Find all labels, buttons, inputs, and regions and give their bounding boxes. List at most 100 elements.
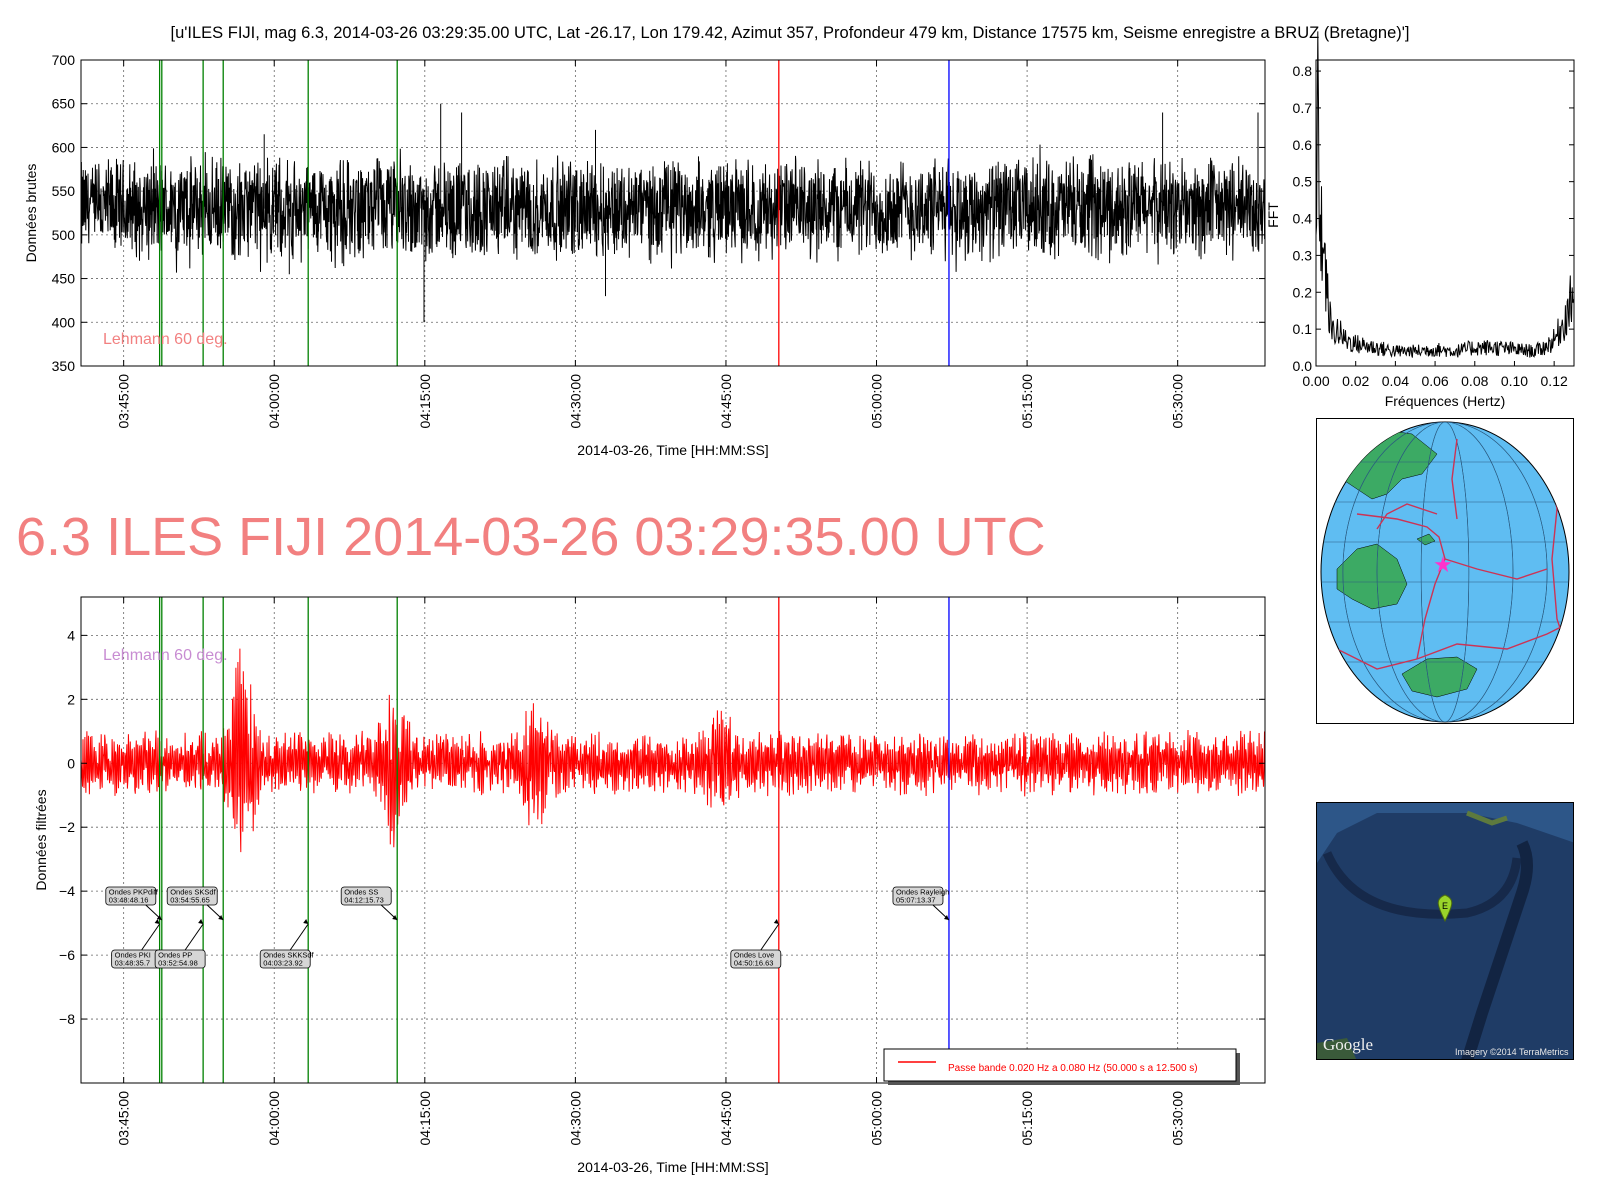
y-axis-label: Données brutes (23, 164, 39, 263)
phase-label-time: 03:48:35.7 (115, 959, 150, 968)
phase-label-time: 04:03:23.92 (263, 959, 303, 968)
y-tick-label: 0.5 (1293, 174, 1313, 190)
meridian (1342, 422, 1548, 722)
y-tick-label: 0.6 (1293, 137, 1313, 153)
phase-label-box (730, 949, 782, 969)
y-tick-label: 2 (67, 691, 75, 707)
x-tick-label: 0.12 (1541, 373, 1568, 389)
x-tick-label: 0.10 (1501, 373, 1528, 389)
y-tick-label: 600 (52, 139, 76, 155)
arrow-head-icon (198, 919, 204, 924)
phase-label-name: Ondes PP (158, 951, 192, 960)
x-tick-label: 04:00:00 (266, 374, 282, 429)
x-tick-label: 0.00 (1302, 373, 1329, 389)
y-tick-label: 650 (52, 96, 76, 112)
phase-label-name: Ondes PKPdiff (109, 888, 159, 897)
y-tick-label: 0.1 (1293, 321, 1313, 337)
x-tick-label: 04:45:00 (718, 1091, 734, 1146)
epicenter-star-icon: ★ (1433, 552, 1453, 577)
x-tick-label: 05:00:00 (869, 374, 885, 429)
y-tick-label: 0.3 (1293, 247, 1313, 263)
x-tick-label: 04:15:00 (417, 374, 433, 429)
legend: Passe bande 0.020 Hz a 0.080 Hz (50.000 … (883, 1048, 1240, 1085)
legend-box (883, 1048, 1237, 1082)
phase-arrow (760, 923, 780, 951)
arrow-head-icon (773, 919, 779, 924)
lehmann-annotation: Lehmann 60 deg. (103, 331, 228, 348)
y-tick-label: 0 (67, 755, 75, 771)
grid (81, 597, 1265, 1083)
phase-label-box (154, 949, 206, 969)
x-tick-label: 0.02 (1342, 373, 1369, 389)
arrow-head-icon (156, 915, 162, 920)
phase-label-name: Ondes SS (344, 888, 378, 897)
fft-frame (1315, 59, 1575, 367)
fft-trace (1315, 31, 1575, 358)
phase-label-name: Ondes Rayleigh (896, 888, 949, 897)
raw-data-chart: Lehmann 60 deg. 350 400 450 500 550 600 650 700 0… (23, 52, 1266, 458)
y-tick-label: 500 (52, 227, 76, 243)
x-tick-label: 03:45:00 (116, 374, 132, 429)
y-axis-label: Données filtrées (33, 789, 49, 890)
y-tick-label: 0.2 (1293, 284, 1313, 300)
phase-label-box (259, 949, 311, 969)
phase-label-time: 03:54:55.65 (170, 896, 210, 905)
arrow-head-icon (154, 919, 160, 924)
x-tick-label: 0.06 (1421, 373, 1448, 389)
y-tick-label: 0.8 (1293, 63, 1313, 79)
x-tick-label: 04:30:00 (567, 1091, 583, 1146)
y-tick-label: 400 (52, 314, 76, 330)
location-marker-icon: E (1437, 894, 1453, 923)
x-tick-label: 0.04 (1382, 373, 1409, 389)
arrow-head-icon (943, 915, 949, 920)
phase-label-time: 03:52:54.98 (158, 959, 198, 968)
marker-label: E (1442, 901, 1448, 911)
x-tick-label: 05:30:00 (1170, 1091, 1186, 1146)
raw-trace (80, 103, 1266, 323)
phase-arrow (141, 923, 161, 951)
meridian (1376, 422, 1514, 722)
y-tick-label: −2 (59, 819, 75, 835)
phase-label-time: 05:07:13.37 (896, 896, 936, 905)
land-corner (1317, 1038, 1357, 1059)
phase-label-time: 04:50:16.63 (734, 959, 774, 968)
phase-label-name: Ondes SKSdf (170, 888, 216, 897)
plot-frame (80, 596, 1266, 1084)
lehmann-annotation: Lehmann 60 deg. (103, 647, 228, 664)
x-tick-label: 05:30:00 (1170, 374, 1186, 429)
arrow-head-icon (303, 919, 309, 924)
phase-label-box (892, 886, 944, 906)
filt-trace (80, 648, 1266, 853)
plot-frame (80, 59, 1266, 367)
plate-boundaries (1336, 438, 1568, 670)
phase-arrow (289, 923, 309, 951)
x-tick-label: 03:45:00 (116, 1091, 132, 1146)
australia-land (1336, 543, 1408, 610)
x-tick-label: 05:00:00 (869, 1091, 885, 1146)
meridian (1420, 422, 1470, 722)
y-tick-label: 450 (52, 271, 76, 287)
satellite-svg: E (1317, 803, 1573, 1059)
trench-east (1461, 840, 1533, 1059)
x-tick-label: 04:15:00 (417, 1091, 433, 1146)
x-tick-label: 05:15:00 (1019, 374, 1035, 429)
event-big-title: 6.3 ILES FIJI 2014-03-26 03:29:35.00 UTC (16, 507, 1046, 567)
x-tick-label: 04:30:00 (567, 374, 583, 429)
y-tick-label: 0.4 (1293, 211, 1313, 227)
y-tick-label: 350 (52, 358, 76, 374)
phase-label-box (105, 886, 157, 906)
legend-label: Passe bande 0.020 Hz a 0.080 Hz (50.000 … (948, 1063, 1198, 1074)
y-tick-label: 4 (67, 627, 75, 643)
phase-label-time: 04:12:15.73 (344, 896, 384, 905)
x-axis-label: 2014-03-26, Time [HH:MM:SS] (577, 1159, 768, 1175)
phase-label-time: 03:48:48.16 (109, 896, 149, 905)
arrow-head-icon (218, 915, 224, 920)
americas-land (1564, 478, 1569, 540)
trench-north (1322, 851, 1522, 919)
